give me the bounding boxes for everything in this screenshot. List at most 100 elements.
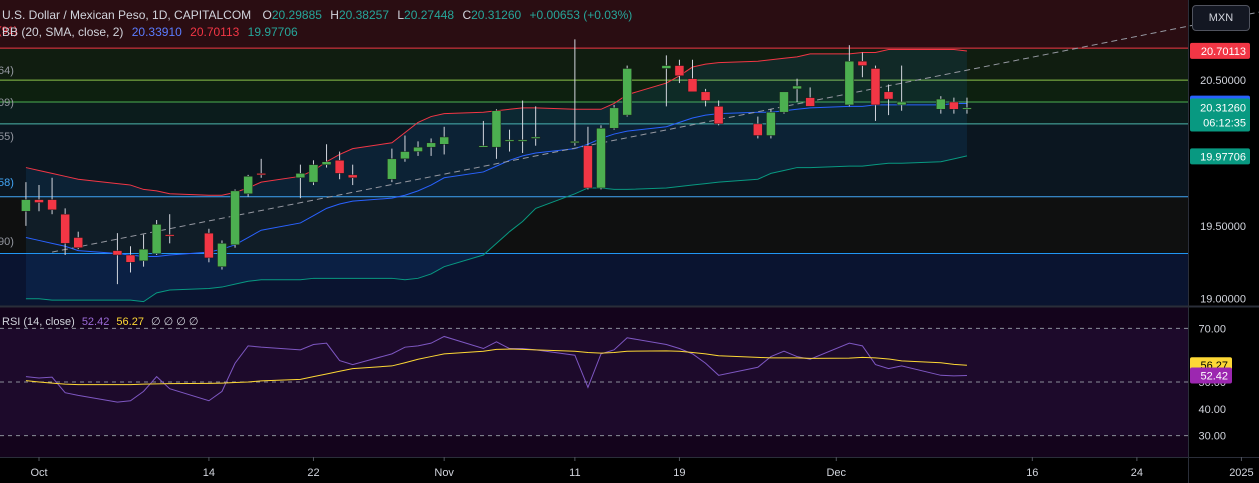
bb-fill [25,49,967,302]
change-value: +0.00653 (+0.03%) [529,8,633,22]
candle-body [60,213,70,244]
candle-body [766,111,776,136]
bb-basis-value: 20.33910 [131,25,182,39]
candle-body [883,91,894,100]
level-label: 55) [0,131,14,143]
rsi-tick-label: 70.00 [1198,323,1226,335]
candle-body [713,106,724,125]
candle-body [334,160,345,174]
price-tick-label: 20.50000 [1200,75,1246,87]
candle-body [622,68,632,116]
price-tick-label: 19.50000 [1200,221,1246,233]
candle-body [700,91,711,101]
bb-upper-value: 20.70113 [190,25,240,39]
bb-lower-value: 19.97706 [247,25,298,39]
candle-body [217,243,227,267]
level-zone [0,48,1188,81]
low-value: 20.27448 [404,8,455,22]
level-label: (91) [0,25,18,37]
candle-body [844,60,855,106]
candle-body [805,97,815,107]
high-value: 20.38257 [338,8,390,22]
candle-body [295,173,306,179]
upper-price-tag-bg [1190,42,1250,59]
candle-body [687,78,698,93]
lower-price-tag: 19.97706 [1200,151,1246,163]
candle-body [164,234,175,237]
candle-body [204,232,214,259]
candle-body [478,145,489,148]
level-zone [0,102,1188,124]
candle-body [570,141,580,144]
level-label: 09) [0,97,14,109]
candle-body [583,145,593,189]
level-zone [0,196,1188,254]
candle-body [308,164,319,183]
candle-body [779,91,789,113]
time-tick-label: 16 [1026,467,1038,479]
rsi-tick-label: 40.00 [1198,404,1226,416]
candle-body [792,85,802,90]
level-zone [0,0,1188,49]
close-price-tag-bg [1190,98,1250,132]
rsi-ma-legend-value: 56.27 [116,316,144,328]
open-value: 20.29885 [271,8,322,22]
price-tick-label: 19.00000 [1200,294,1246,306]
bb-legend-label: BB (20, SMA, close, 2) [2,25,124,39]
time-tick-label: 2025 [1229,467,1253,479]
candle-body [230,190,240,246]
level-label: 90) [0,236,14,248]
bb-basis-line [25,102,967,257]
candle-body [517,139,528,142]
candle-body [530,136,541,139]
candle-body [387,158,397,180]
rsi-line [25,335,967,403]
candle-body [73,237,83,248]
candle-body [870,68,881,106]
upper-price-tag: 20.70113 [1201,46,1246,58]
currency-button[interactable]: MXN [1192,5,1250,31]
time-tick-label: Dec [826,467,846,479]
rsi-legend-label: RSI (14, close) [2,316,75,328]
candle-body [439,136,449,145]
level-zone [0,253,1188,306]
candle-body [936,98,946,110]
time-tick-label: 14 [203,467,215,479]
candle-body [426,142,436,148]
time-tick-label: 22 [307,467,319,479]
candle-body [962,107,972,110]
candle-body [596,127,606,189]
candle-body [857,60,868,66]
time-tick-label: Nov [434,467,454,479]
candle-body [256,173,266,176]
candle-body [347,174,358,179]
level-label: 64) [0,65,14,77]
countdown-tag: 06:12:35 [1203,117,1246,129]
symbol-header: U.S. Dollar / Mexican Peso, 1D, CAPITALC… [2,8,633,22]
time-tick-label: Oct [30,467,47,479]
candle-body [413,146,423,152]
candle-body [47,199,57,211]
rsi-tag-bg [1190,367,1232,384]
candle-body [21,199,31,212]
candle-body [321,161,332,165]
rsi-legend[interactable]: RSI (14, close) 52.42 56.27 ∅ ∅ ∅ ∅ [2,315,199,328]
bb-legend[interactable]: BB (20, SMA, close, 2) 20.33910 20.70113… [2,25,298,39]
rsi-tick-label: 30.00 [1198,431,1226,443]
candle-body [151,224,162,254]
candle-body [661,65,672,69]
time-tick-label: 19 [673,467,685,479]
close-price-tag: 20.31260 [1200,102,1246,114]
candle-body [138,248,149,262]
candle-body [491,110,502,148]
level-label: 58) [0,177,14,189]
close-value: 20.31260 [471,8,522,22]
time-tick-label: 11 [569,467,580,479]
candle-body [674,65,685,77]
candle-body [400,151,410,160]
symbol-title: U.S. Dollar / Mexican Peso, 1D, CAPITALC… [2,8,252,22]
lower-price-tag-bg [1190,148,1250,165]
time-tick-label: 24 [1131,467,1143,479]
trend-line [51,11,1259,253]
